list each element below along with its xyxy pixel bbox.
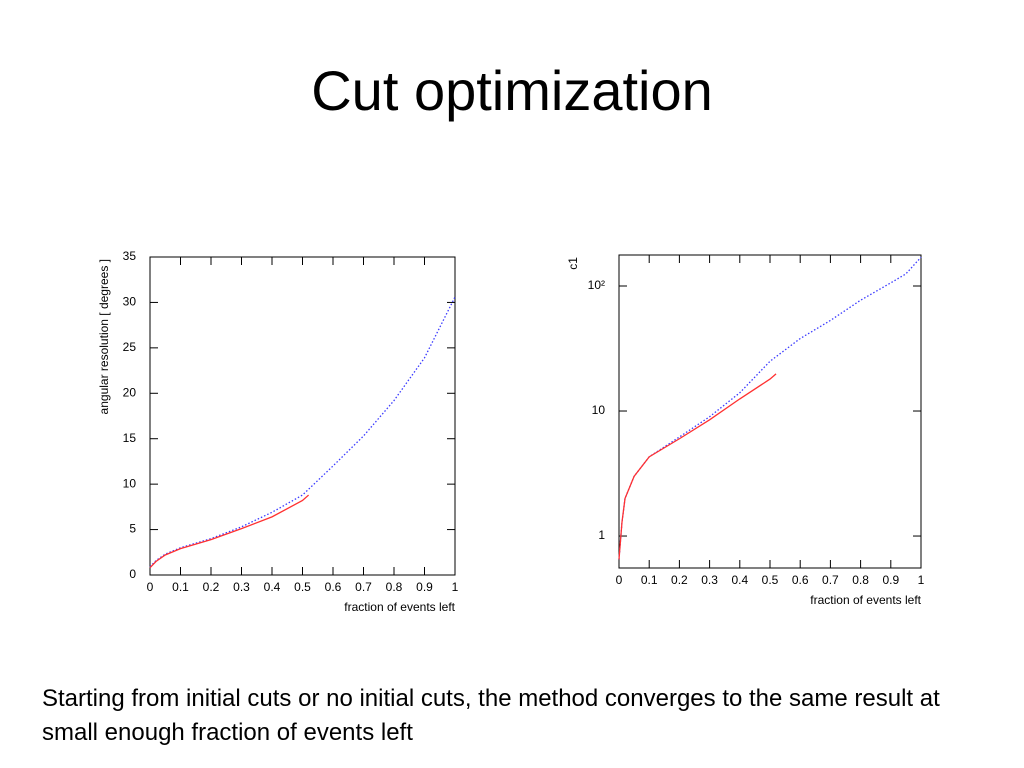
- x-tick-label: 0.4: [264, 580, 281, 594]
- y-tick-label: 35: [123, 249, 137, 263]
- x-tick-label: 1: [452, 580, 459, 594]
- data-line: [149, 296, 456, 568]
- y-tick-label: 20: [123, 385, 137, 399]
- y-axis-label: c1: [566, 257, 580, 270]
- y-tick-label: 25: [123, 340, 137, 354]
- x-tick-label: 0.8: [386, 580, 403, 594]
- x-tick-label: 0.1: [172, 580, 189, 594]
- slide-title: Cut optimization: [311, 59, 713, 122]
- y-tick-label: 30: [123, 295, 137, 309]
- x-tick-label: 0.3: [701, 573, 718, 587]
- y-tick-label: 1: [598, 528, 605, 542]
- x-tick-label: 0.2: [203, 580, 220, 594]
- x-tick-label: 0.6: [792, 573, 809, 587]
- x-tick-label: 0.3: [233, 580, 250, 594]
- y-tick-label: 10²: [588, 278, 605, 292]
- x-tick-label: 1: [918, 573, 925, 587]
- x-tick-label: 0.5: [762, 573, 779, 587]
- caption: Starting from initial cuts or no initial…: [42, 685, 940, 746]
- x-tick-label: 0.9: [882, 573, 899, 587]
- y-tick-label: 10: [592, 403, 606, 417]
- data-line: [618, 256, 922, 560]
- data-line: [149, 494, 310, 569]
- plot-frame: [618, 254, 922, 569]
- y-tick-label: 15: [123, 431, 137, 445]
- x-tick-label: 0.9: [416, 580, 433, 594]
- y-tick-label: 5: [129, 522, 136, 536]
- x-tick-label: 0.2: [671, 573, 688, 587]
- x-axis-label: fraction of events left: [810, 593, 921, 607]
- y-axis-label: angular resolution [ degrees ]: [97, 259, 111, 414]
- y-tick-label: 10: [123, 476, 137, 490]
- x-tick-label: 0.4: [731, 573, 748, 587]
- plot-frame: [149, 256, 456, 576]
- x-tick-label: 0: [147, 580, 154, 594]
- x-tick-label: 0.8: [852, 573, 869, 587]
- x-tick-label: 0.7: [822, 573, 839, 587]
- x-tick-label: 0: [616, 573, 623, 587]
- x-tick-label: 0.1: [641, 573, 658, 587]
- x-tick-label: 0.5: [294, 580, 311, 594]
- data-line: [618, 373, 777, 560]
- x-tick-label: 0.6: [325, 580, 342, 594]
- y-tick-label: 0: [129, 567, 136, 581]
- x-tick-label: 0.7: [355, 580, 372, 594]
- x-axis-label: fraction of events left: [344, 600, 455, 614]
